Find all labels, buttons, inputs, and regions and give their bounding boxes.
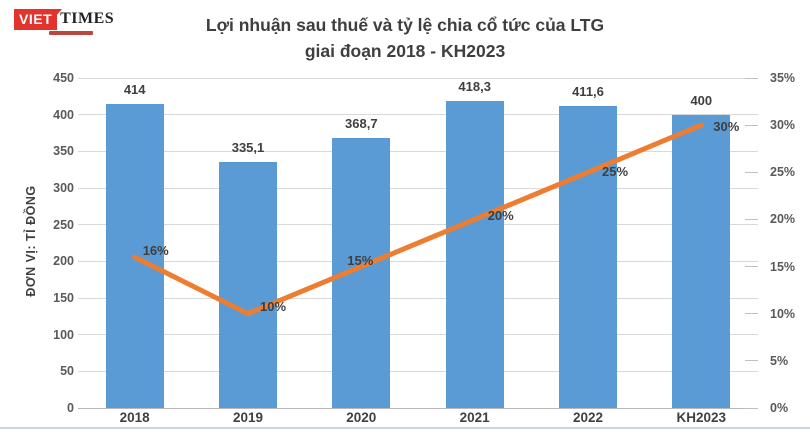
left-axis-tick-150: 150 <box>53 291 74 305</box>
right-axis-tick-5%: 5% <box>770 353 789 368</box>
bottom-divider <box>0 427 810 429</box>
bar-value-label-2019: 335,1 <box>231 140 265 156</box>
bar-2019 <box>219 162 277 408</box>
left-axis-tick-100: 100 <box>53 327 74 342</box>
right-axis-tick-10%: 10% <box>770 306 796 321</box>
gridline-100 <box>78 334 758 336</box>
left-axis-tick-50: 50 <box>60 364 74 379</box>
right-axis-tickmark-30% <box>745 124 758 126</box>
bar-value-label-2022: 411,6 <box>572 84 604 100</box>
x-axis-label-2018: 2018 <box>119 410 150 425</box>
viettimes-logo: VIET TIMES <box>14 9 114 35</box>
right-axis-tickmark-20% <box>745 218 758 220</box>
logo-times-text: TIMES <box>60 10 115 27</box>
right-axis-tick-25%: 25% <box>770 165 796 180</box>
gridline-300 <box>78 187 758 189</box>
gridline-50 <box>78 370 758 372</box>
bar-2021 <box>445 101 504 408</box>
right-axis-tickmark-10% <box>745 313 758 315</box>
line-point-label-2020: 15% <box>347 252 374 268</box>
x-axis-label-2019: 2019 <box>232 410 264 425</box>
bar-2020 <box>332 137 391 408</box>
line-point-label-KH2023: 30% <box>713 119 740 135</box>
chart-title: Lợi nhuận sau thuế và tỷ lệ chia cổ tức … <box>0 12 810 64</box>
bar-value-label-2018: 414 <box>123 82 146 98</box>
bar-value-label-2021: 418,3 <box>458 79 491 95</box>
right-axis-tick-35%: 35% <box>770 71 796 85</box>
gridline-200 <box>78 260 758 262</box>
right-axis-tick-30%: 30% <box>770 118 796 133</box>
right-axis-tickmark-0% <box>745 407 758 409</box>
gridline-150 <box>78 297 758 299</box>
line-point-label-2021: 20% <box>487 208 514 224</box>
bar-value-label-2020: 368,7 <box>345 115 378 131</box>
line-point-label-2018: 16% <box>142 243 169 259</box>
x-axis-label-KH2023: KH2023 <box>676 410 727 425</box>
logo-tagline-bar <box>49 31 93 35</box>
bar-KH2023 <box>672 114 731 408</box>
right-axis-tick-0%: 0% <box>770 401 789 415</box>
right-axis-tickmark-35% <box>745 77 758 79</box>
logo-wordmark: VIET TIMES <box>14 9 114 30</box>
right-axis-tickmark-25% <box>745 171 758 173</box>
right-axis-tickmark-5% <box>745 360 758 362</box>
left-axis-tick-400: 400 <box>53 107 74 122</box>
gridline-0 <box>78 407 758 409</box>
line-point-label-2019: 10% <box>260 298 287 314</box>
x-axis-label-2020: 2020 <box>346 410 377 425</box>
left-axis-tick-250: 250 <box>53 217 74 232</box>
left-axis-tick-0: 0 <box>67 401 74 415</box>
right-axis-tick-15%: 15% <box>770 259 796 274</box>
gridline-350 <box>78 150 758 152</box>
left-axis-tick-450: 450 <box>53 71 74 85</box>
bar-value-label-KH2023: 400 <box>690 92 713 108</box>
x-axis-label-2022: 2022 <box>572 410 604 425</box>
x-axis-label-2021: 2021 <box>459 410 490 425</box>
logo-viet-flag: VIET <box>14 9 63 30</box>
gridline-250 <box>78 224 758 226</box>
chart-title-line2: giai đoạn 2018 - KH2023 <box>304 41 506 61</box>
chart-title-line1: Lợi nhuận sau thuế và tỷ lệ chia cổ tức … <box>205 15 605 35</box>
bar-2022 <box>559 106 617 408</box>
left-axis-tick-350: 350 <box>53 144 74 159</box>
line-point-label-2022: 25% <box>602 164 629 180</box>
left-axis-tick-200: 200 <box>53 254 74 269</box>
right-axis-tickmark-15% <box>745 266 758 268</box>
gridline-450 <box>78 77 758 79</box>
left-axis-tick-300: 300 <box>53 181 74 195</box>
gridline-400 <box>78 114 758 116</box>
right-axis-tick-20%: 20% <box>770 212 796 227</box>
